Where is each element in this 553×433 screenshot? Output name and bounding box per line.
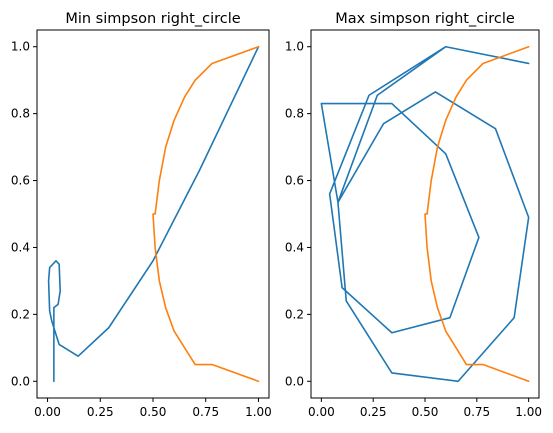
right-panel-ytick-label: 0.6: [285, 174, 304, 188]
left-panel-xtick-label: 1.00: [245, 405, 272, 419]
right-panel-ytick-label: 0.4: [285, 240, 304, 254]
right-panel-xtick-label: 0.25: [360, 405, 387, 419]
right-panel-title: Max simpson right_circle: [335, 11, 515, 27]
left-panel-xtick-label: 0.75: [192, 405, 219, 419]
right-panel-ytick-label: 0.0: [285, 374, 304, 388]
right-panel-series-line-0: [320, 45, 530, 383]
left-panel-ytick-label: 1.0: [11, 40, 30, 54]
left-panel-ytick-label: 0.2: [11, 307, 30, 321]
left-panel-title: Min simpson right_circle: [65, 11, 240, 27]
left-panel-ytick-label: 0.8: [11, 107, 30, 121]
right-panel-series: [320, 45, 530, 383]
right-panel-xtick-label: 0.00: [308, 405, 335, 419]
left-panel-xtick-label: 0.50: [140, 405, 167, 419]
right-panel: Max simpson right_circle 0.00 0.25 0.50 0.7…: [285, 11, 542, 419]
left-panel-ticks: 0.00 0.25 0.50 0.75 1.00 0.0 0.2 0.4 0.6 0.8 1.0: [11, 40, 272, 419]
left-panel-axes-frame: [36, 29, 270, 399]
left-panel-series: [47, 45, 260, 383]
right-panel-xtick-label: 1.00: [515, 405, 542, 419]
left-panel-xtick-label: 0.25: [87, 405, 114, 419]
right-panel-ytick-label: 1.0: [285, 40, 304, 54]
left-panel-ytick-label: 0.0: [11, 374, 30, 388]
right-panel-ytick-label: 0.2: [285, 307, 304, 321]
left-panel-ytick-label: 0.6: [11, 174, 30, 188]
left-panel-series-line-0: [47, 45, 260, 383]
right-panel-ytick-label: 0.8: [285, 107, 304, 121]
left-panel-xtick-label: 0.00: [34, 405, 61, 419]
right-panel-axes-frame: [310, 29, 540, 399]
right-panel-series-line-1: [424, 45, 530, 383]
left-panel: Min simpson right_circle 0.00 0.25 0.50 0.7…: [11, 11, 272, 419]
left-panel-series-line-1: [152, 45, 260, 383]
right-panel-xtick-label: 0.50: [412, 405, 439, 419]
left-panel-ytick-label: 0.4: [11, 240, 30, 254]
right-panel-ticks: 0.00 0.25 0.50 0.75 1.00 0.0 0.2 0.4 0.6 0.8 1.0: [285, 40, 542, 419]
right-panel-xtick-label: 0.75: [463, 405, 490, 419]
